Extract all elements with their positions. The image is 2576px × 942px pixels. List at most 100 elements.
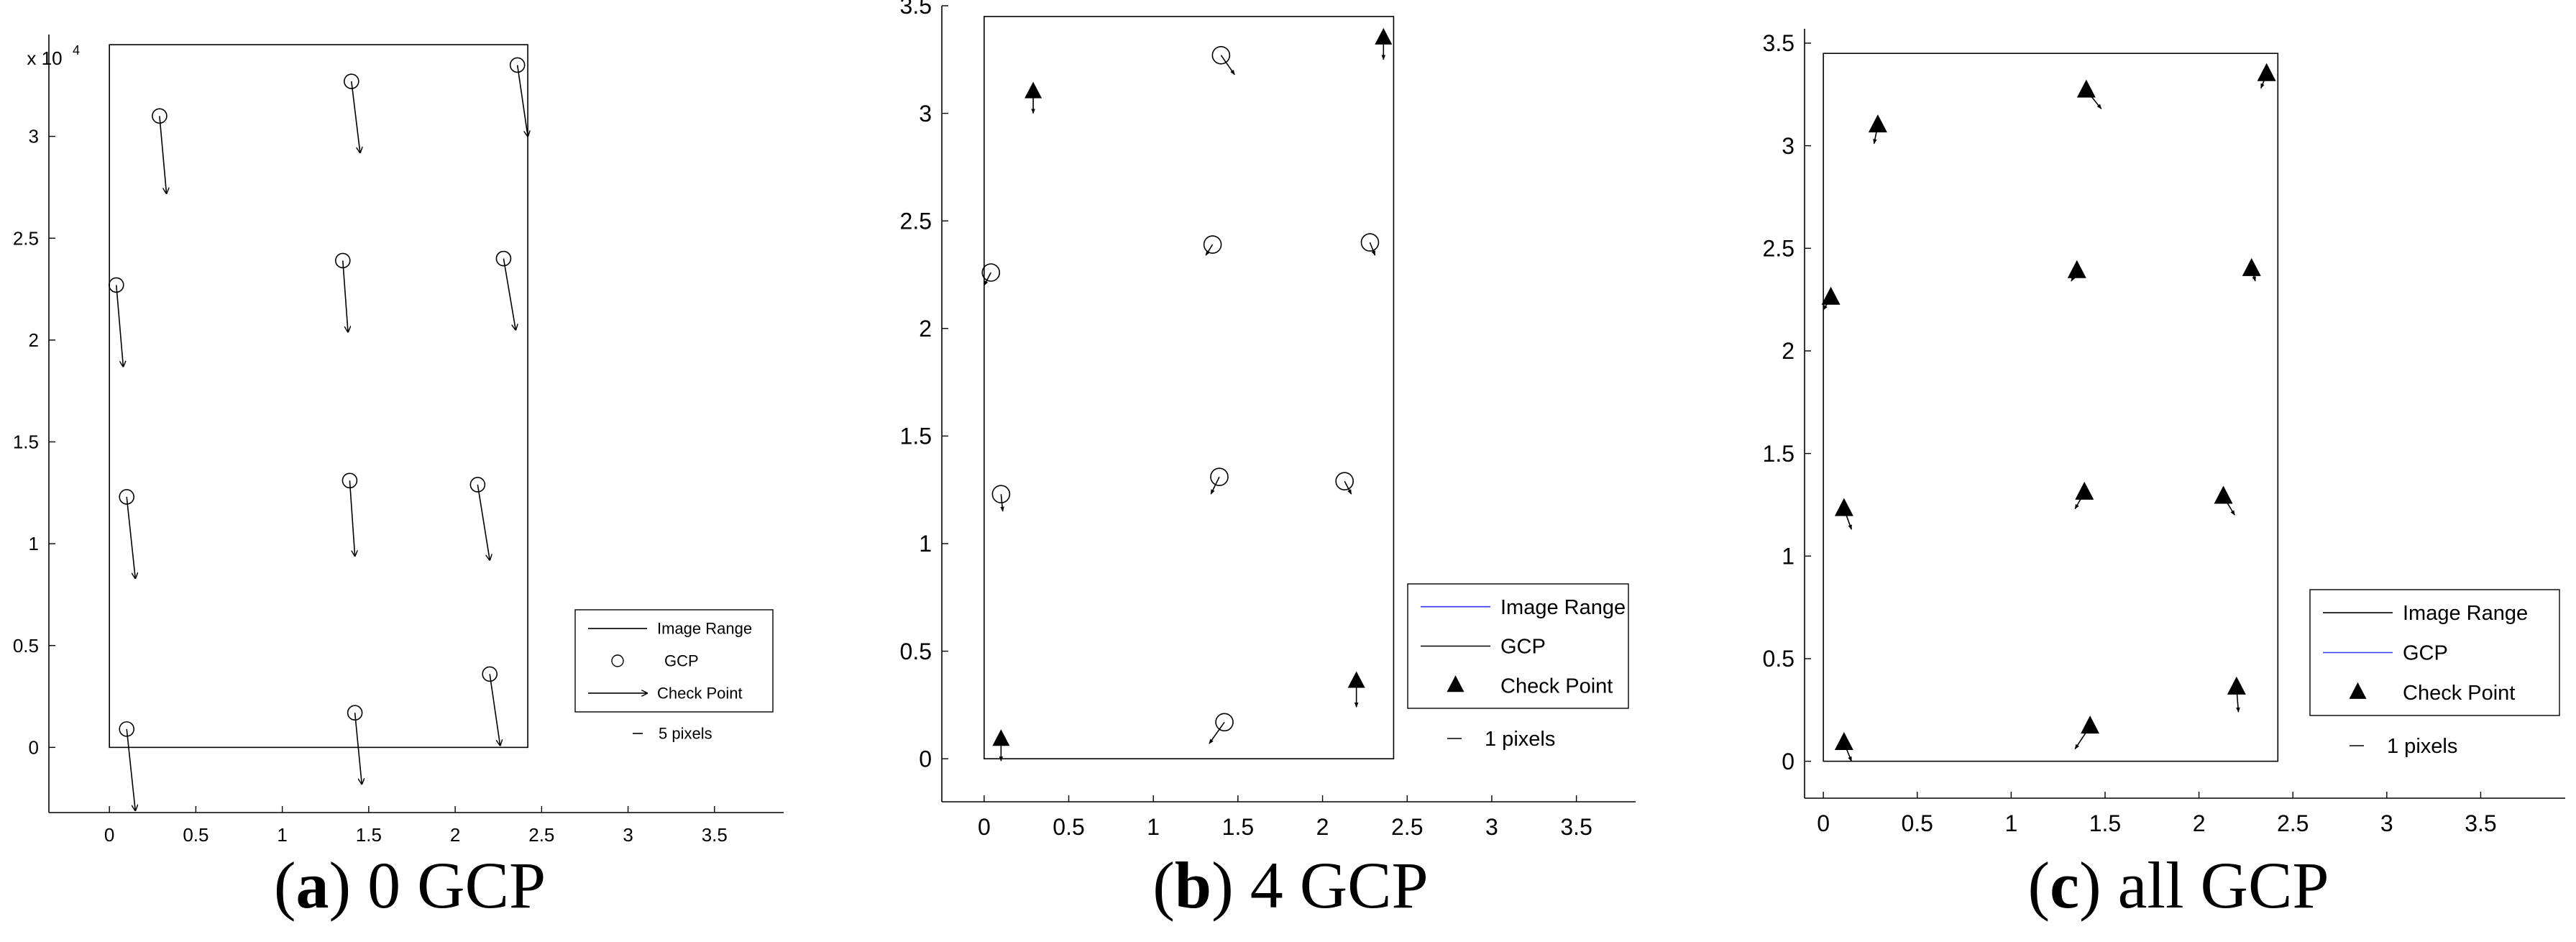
residual-vector [115,285,124,366]
legend: Image Range GCP Check Point [574,609,774,713]
x-tick-label: 2.5 [2277,810,2309,836]
check-point-marker [469,477,486,493]
y-tick-label: 3.5 [1763,30,1795,56]
residual-vector [1210,476,1220,495]
x-tick-label: 1 [2004,810,2017,836]
legend-check-point-label: Check Point [657,685,743,703]
residual-vector [349,480,354,556]
residual-vector [126,496,135,578]
image-range-rect [1823,52,2279,762]
check-point-marker [981,263,1001,282]
y-multiplier-exponent: 4 [73,43,80,58]
x-tick-label: 1.5 [2089,810,2121,836]
y-tick-label: 1.5 [13,431,39,453]
legend-check-point-label: Check Point [1500,675,1613,698]
x-tick-label: 3.5 [1560,814,1592,840]
legend-image-range-label: Image Range [657,620,752,638]
gcp-triangle-marker [1821,286,1841,305]
residual-vector [2071,270,2078,282]
gcp-triangle-marker [1834,731,1853,750]
x-tick-label: 3.5 [2465,810,2496,836]
gcp-triangle-marker [1834,498,1853,516]
y-tick-label: 0.5 [900,639,932,664]
residual-vector [1843,508,1853,530]
scale-bar-label: 1 pixels [1485,728,1555,751]
residual-vector [2236,687,2240,713]
y-tick-label: 0.5 [13,635,39,657]
legend-image-range-label: Image Range [1500,596,1626,619]
x-tick-label: 2 [1316,814,1329,840]
x-tick-label: 0 [978,814,991,840]
chart-panel-b: 0 0.5 1 1.5 2 2.5 3 3.5 0 0.5 1 1.5 2 2.5 3 3.5 Image Ra… [900,0,1636,840]
residual-vector [489,674,500,745]
residual-vector [1209,721,1225,744]
y-tick-label: 3 [29,126,39,147]
gcp-triangle-marker [2075,481,2094,500]
check-point-marker [1211,46,1231,65]
y-tick-label: 0 [1782,749,1795,774]
residual-vector [1369,242,1376,256]
check-point-marker [152,108,168,124]
check-point-marker [1210,467,1229,487]
residual-vector [477,484,490,560]
check-point-marker [1360,233,1380,252]
x-tick-label: 0 [1817,810,1830,836]
residual-vector [1843,742,1853,762]
check-point-marker [1335,472,1354,491]
scale-bar-label: 5 pixels [659,725,712,743]
x-tick-label: 1.5 [356,824,382,846]
x-tick-label: 0 [104,824,114,846]
y-tick-label: 2.5 [13,227,39,249]
legend-gcp-label: GCP [664,652,699,670]
image-range-rect [109,44,528,749]
y-tick-label: 1 [1782,544,1795,570]
x-tick-label: 3.5 [702,824,728,846]
x-tick-label: 1 [1147,814,1160,840]
legend-check-point-swatch [2349,682,2367,699]
check-point-marker [119,721,135,737]
check-point-marker [482,666,498,682]
caption-panel-b: (b) 4 GCP [1152,849,1429,922]
chart-panel-c: 0 0.5 1 1.5 2 2.5 3 3.5 0 0.5 1 1.5 2 2.5 3 3.5 Image Ra… [1763,29,2565,836]
x-tick-label: 3 [623,824,633,846]
legend-box [574,609,774,713]
gcp-triangle-marker [2067,260,2086,278]
y-tick-label: 2.5 [900,208,932,234]
y-tick-label: 0 [29,736,39,758]
gcp-triangle-marker [1868,114,1887,133]
residual-vector [126,728,135,810]
y-tick-label: 1 [919,531,932,557]
gcp-triangle-marker [2076,79,2096,98]
residual-vector [1220,55,1235,76]
x-tick-label: 1.5 [1222,814,1254,840]
y-tick-label: 1.5 [900,424,932,449]
residual-vector [1823,297,1832,311]
y-tick-label: 3 [919,101,932,127]
y-tick-label: 2 [919,316,932,342]
residual-vector [503,258,515,330]
residual-vector [1873,124,1879,145]
x-tick-label: 2.5 [1391,814,1423,840]
x-tick-label: 2 [450,824,460,846]
y-tick-label: 2 [1782,338,1795,364]
residual-vector [351,81,360,152]
x-tick-label: 1 [277,824,287,846]
y-tick-label: 0.5 [1763,646,1795,672]
gcp-triangle-marker [2081,715,2100,734]
x-tick-label: 0.5 [1901,810,1933,836]
residual-vector [159,116,167,193]
legend-gcp-label: GCP [2403,642,2448,665]
residual-vector [516,65,528,136]
legend: Image Range GCP Check Point [2309,589,2560,716]
gcp-triangle-marker [1347,671,1365,688]
y-tick-label: 3.5 [900,0,932,19]
y-tick-label: 2 [29,329,39,351]
gcp-triangle-marker [2227,676,2246,695]
residual-vector [342,260,348,331]
y-tick-label: 0 [919,746,932,772]
x-tick-label: 2.5 [528,824,554,846]
chart-panel-a: 0 0.5 1 1.5 2 2.5 3 3.5 0 0.5 1 1.5 2 2.5 3 x 10 4 Image … [13,35,784,846]
scale-bar-label: 1 pixels [2387,735,2457,758]
